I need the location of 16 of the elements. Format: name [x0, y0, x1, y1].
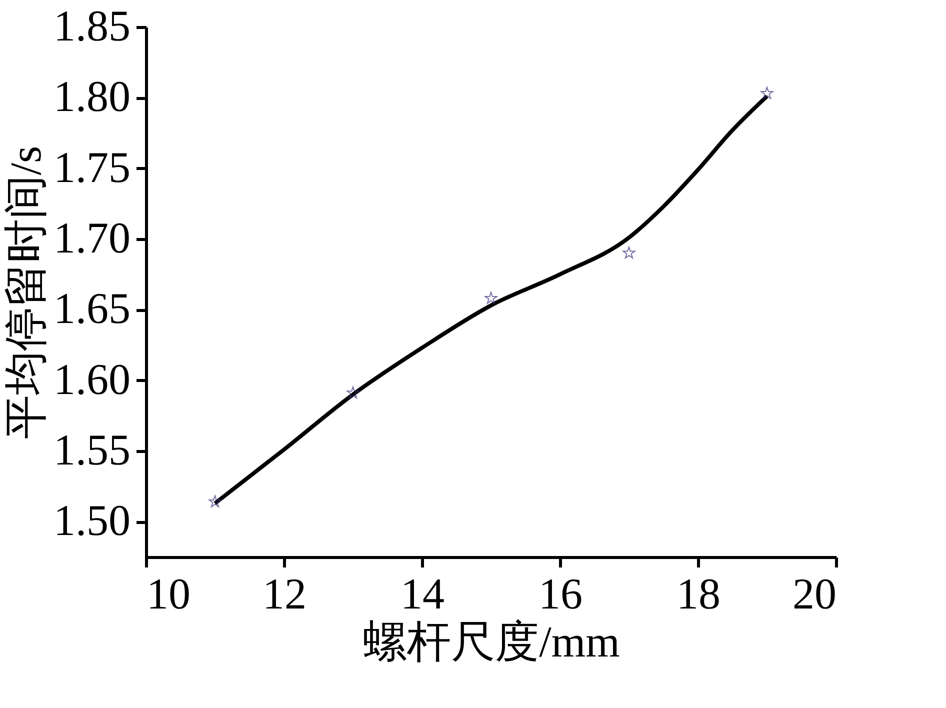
y-tick-label: 1.65: [54, 284, 130, 334]
y-tick-label: 1.55: [54, 426, 130, 474]
y-tick-label: 1.70: [54, 214, 130, 262]
x-tick-label: 14: [400, 570, 444, 618]
x-tick-label: 20: [792, 570, 836, 618]
x-tick-label: 10: [146, 570, 190, 618]
y-tick-label: 1.75: [54, 142, 130, 192]
x-tick-label: 18: [676, 570, 720, 618]
x-axis-title: 螺杆尺度/mm: [363, 618, 620, 666]
y-tick-label: 1.50: [54, 496, 130, 546]
y-tick-label: 1.60: [54, 354, 130, 404]
y-axis-title: 平均停留时间/s: [2, 146, 50, 440]
y-tick-label: 1.85: [54, 2, 130, 50]
x-tick-label: 16: [538, 570, 582, 618]
y-tick-label: 1.80: [54, 72, 130, 122]
x-tick-label: 12: [262, 570, 306, 618]
